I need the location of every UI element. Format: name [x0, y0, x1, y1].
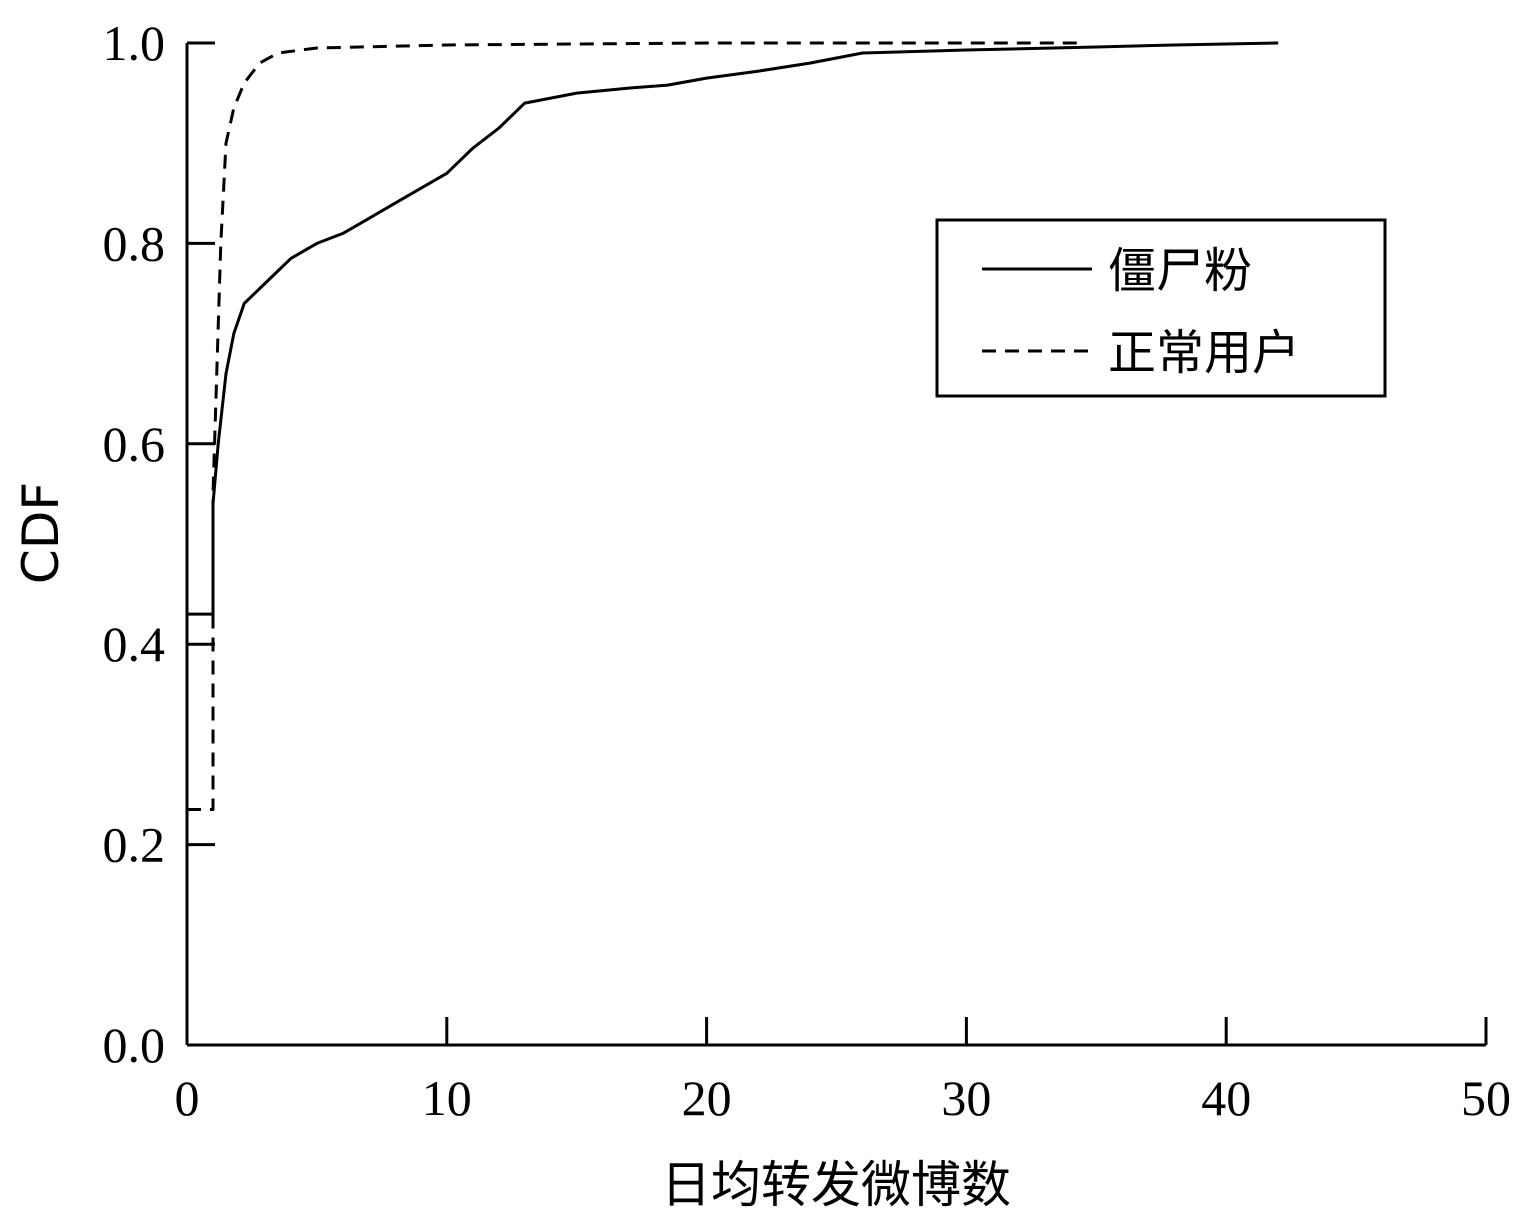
series-lines	[187, 41, 1279, 811]
y-tick-label: 0.6	[103, 416, 166, 472]
legend-label-normal: 正常用户	[1108, 325, 1300, 381]
x-tick-label: 10	[422, 1070, 472, 1126]
tick-labels: 0 10 20 30 40 50 0.0 0.2 0.4 0.6 0.8 1.0	[103, 15, 1512, 1126]
x-tick-label: 40	[1201, 1070, 1251, 1126]
legend: 僵尸粉 正常用户	[935, 218, 1387, 398]
x-tick-label: 50	[1461, 1070, 1511, 1126]
y-axis-title: CDF	[12, 482, 70, 584]
legend-box	[935, 218, 1387, 398]
series-line-normal-users	[187, 41, 1084, 811]
y-tick-label: 0.2	[103, 817, 166, 873]
series-line-zombie-fans	[187, 41, 1279, 616]
x-tick-label: 0	[175, 1070, 200, 1126]
ticks	[185, 41, 1488, 1047]
x-axis-title: 日均转发微博数	[661, 1156, 1011, 1214]
y-tick-label: 0.0	[103, 1017, 166, 1073]
y-tick-label: 0.4	[103, 616, 166, 672]
y-tick-label: 0.8	[103, 215, 166, 271]
x-tick-label: 30	[941, 1070, 991, 1126]
y-tick-label: 1.0	[103, 15, 166, 71]
legend-label-zombie: 僵尸粉	[1108, 243, 1252, 299]
x-tick-label: 20	[682, 1070, 732, 1126]
axes	[185, 43, 1486, 1047]
